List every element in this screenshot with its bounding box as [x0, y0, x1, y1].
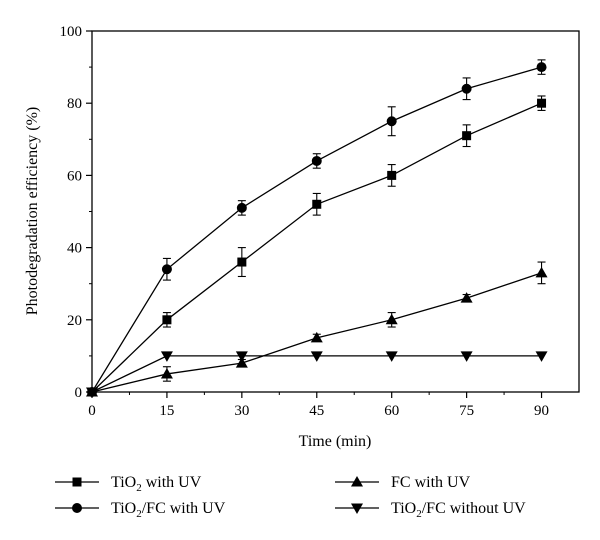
legend-label-subscript: 2: [136, 482, 142, 494]
data-point: [311, 155, 322, 166]
legend-label-rest: /FC with UV: [142, 500, 226, 517]
y-tick-label-2: 40: [67, 241, 82, 257]
data-point: [160, 367, 173, 379]
data-point: [385, 351, 398, 362]
data-point: [310, 351, 323, 362]
legend-label-base: TiO: [111, 500, 136, 517]
data-point: [386, 116, 397, 127]
legend-label-subscript: 2: [136, 508, 142, 520]
series-line-1: [91, 66, 542, 393]
legend-label-base: TiO: [111, 474, 136, 491]
series-3: [86, 351, 548, 398]
data-point: [236, 202, 247, 213]
y-tick-label-3: 60: [67, 168, 82, 184]
ticks-layer: 0 15 30 45 60 75 90 0 20 40 60 80 100: [60, 24, 550, 419]
legend-label: TiO2/FC with UV: [111, 500, 226, 520]
series-line-0: [91, 102, 542, 393]
y-tick-label-1: 20: [67, 313, 82, 329]
legend-item-3: TiO2/FC without UV: [335, 500, 526, 520]
data-point: [160, 351, 173, 362]
data-point: [235, 351, 248, 362]
data-point: [460, 292, 473, 303]
x-tick-label-0: 0: [88, 403, 96, 419]
data-point: [462, 131, 472, 141]
x-axis-label: Time (min): [299, 433, 372, 450]
data-point: [237, 257, 247, 267]
data-point: [460, 351, 473, 362]
data-point: [385, 313, 398, 325]
legend-item-1: TiO2/FC with UV: [55, 500, 226, 520]
legend-item-0: TiO2 with UV: [55, 474, 202, 494]
data-point: [387, 170, 397, 180]
data-point: [535, 351, 548, 362]
legend-label-base: FC with UV: [391, 474, 471, 491]
data-point: [535, 266, 548, 278]
data-point: [161, 264, 172, 275]
data-point: [312, 199, 322, 209]
legend-label-rest: with UV: [142, 474, 202, 491]
legend-label: FC with UV: [391, 474, 471, 491]
data-point: [162, 315, 172, 325]
legend-item-2: FC with UV: [335, 474, 471, 491]
series-0: [87, 95, 547, 397]
legend-label: TiO2/FC without UV: [391, 500, 526, 520]
x-tick-label-6: 90: [534, 403, 549, 419]
data-point: [310, 331, 323, 343]
x-tick-label-5: 75: [459, 403, 474, 419]
legend-label-rest: /FC without UV: [422, 500, 526, 517]
legend-label-subscript: 2: [416, 508, 422, 520]
legend-label-base: TiO: [391, 500, 416, 517]
y-tick-label-5: 100: [60, 24, 83, 40]
data-point: [537, 98, 547, 108]
series-1: [87, 59, 547, 397]
data-point: [235, 357, 248, 368]
x-tick-label-2: 30: [234, 403, 249, 419]
legend-marker: [351, 503, 363, 514]
legend-marker: [72, 477, 82, 487]
y-tick-label-0: 0: [75, 385, 83, 401]
legend-marker: [351, 476, 363, 487]
x-tick-label-3: 45: [309, 403, 324, 419]
x-tick-label-1: 15: [159, 403, 174, 419]
series-layer: [86, 59, 548, 398]
data-point: [536, 62, 547, 73]
plot-frame: [91, 30, 580, 393]
legend-label: TiO2 with UV: [111, 474, 202, 494]
data-point: [461, 83, 472, 94]
series-2: [86, 261, 548, 397]
y-axis-label: Photodegradation efficiency (%): [24, 107, 41, 316]
legend-marker: [72, 503, 82, 513]
y-tick-label-4: 80: [67, 96, 82, 112]
data-point: [86, 387, 98, 398]
x-tick-label-4: 60: [384, 403, 399, 419]
